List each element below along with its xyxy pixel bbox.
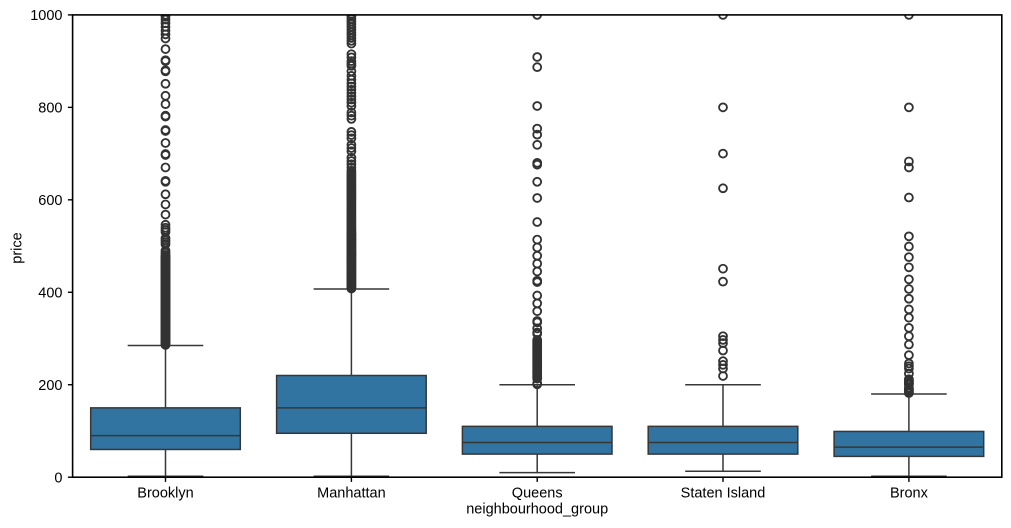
svg-text:600: 600 (38, 193, 62, 209)
svg-text:800: 800 (38, 101, 62, 117)
svg-text:0: 0 (54, 470, 62, 486)
svg-text:Manhattan: Manhattan (317, 486, 386, 502)
svg-text:price: price (10, 232, 26, 263)
svg-text:neighbourhood_group: neighbourhood_group (466, 502, 608, 518)
svg-text:Queens: Queens (512, 486, 563, 502)
svg-text:Staten Island: Staten Island (681, 486, 766, 502)
svg-text:400: 400 (38, 286, 62, 302)
svg-text:Brooklyn: Brooklyn (137, 486, 193, 502)
svg-text:Bronx: Bronx (890, 486, 929, 502)
svg-text:200: 200 (38, 378, 62, 394)
svg-text:1000: 1000 (30, 8, 62, 24)
